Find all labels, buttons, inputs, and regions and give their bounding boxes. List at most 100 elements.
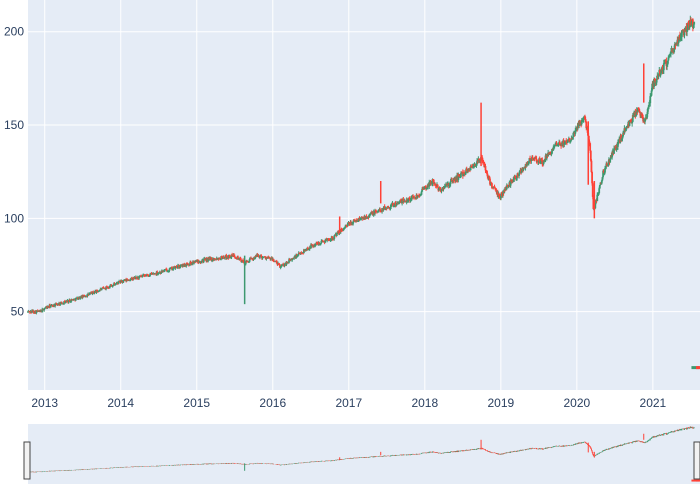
candle-body <box>268 256 271 259</box>
candle-body <box>591 172 593 184</box>
candle-body <box>365 216 368 219</box>
rangeslider-left-handle[interactable] <box>23 441 31 480</box>
candle-body <box>509 180 512 186</box>
candle-body <box>399 199 402 203</box>
candle-body <box>172 267 175 270</box>
candle-body <box>436 184 439 188</box>
y-tick-label: 200 <box>4 25 24 39</box>
candle-body <box>293 257 296 259</box>
y-tick-label: 50 <box>11 305 25 319</box>
candle-body <box>660 69 663 74</box>
candle-body <box>310 244 312 249</box>
candle-body <box>168 268 171 271</box>
candle-body <box>668 54 671 57</box>
candle-body <box>180 265 183 267</box>
candle-body <box>295 254 298 259</box>
candle-body <box>664 60 667 64</box>
candle-body <box>235 258 238 260</box>
candle-body <box>226 258 228 260</box>
candle-body <box>67 300 70 303</box>
candle-body <box>342 229 345 231</box>
candle-body <box>572 132 575 137</box>
candles-layer <box>27 15 700 370</box>
candle-body <box>390 204 393 207</box>
candle-body <box>393 206 396 208</box>
candle-body <box>189 261 192 265</box>
candle-body <box>220 256 223 260</box>
candle-body <box>677 41 680 43</box>
candle-body <box>426 186 429 188</box>
candle-body <box>554 145 557 147</box>
candle-body <box>93 291 96 294</box>
candle-body <box>185 263 188 267</box>
candle-body <box>376 211 379 213</box>
candle-body <box>494 188 497 191</box>
candle-body <box>60 301 63 304</box>
candle-body <box>54 303 57 307</box>
candle-body <box>615 144 618 151</box>
candle-body <box>303 249 305 254</box>
candle-body <box>474 165 477 167</box>
candle-body <box>531 156 534 160</box>
candle-body <box>634 111 637 117</box>
candle-body <box>690 21 693 23</box>
candle-body <box>655 82 657 84</box>
candle-body <box>607 163 610 166</box>
candle-body <box>112 284 115 286</box>
candle-body <box>419 195 422 197</box>
candle-body <box>571 138 573 140</box>
candle-body <box>668 56 670 58</box>
candle-body <box>592 196 595 210</box>
candle-body <box>239 257 242 260</box>
x-tick-label: 2015 <box>183 396 210 410</box>
candle-body <box>346 225 349 227</box>
candle-body <box>510 180 513 182</box>
candle-body <box>397 202 400 205</box>
candle-body <box>357 218 360 221</box>
candle-body <box>541 160 544 164</box>
candle-body <box>534 157 537 159</box>
candle-body <box>182 265 184 267</box>
candle-body <box>92 291 95 293</box>
candle-body <box>434 184 437 186</box>
candle-body <box>495 190 498 193</box>
candle-body <box>440 189 443 191</box>
candle-body <box>439 187 442 191</box>
candle-body <box>75 297 78 299</box>
candle-body <box>383 206 386 209</box>
candle-body <box>114 284 117 286</box>
candle-body <box>319 243 322 245</box>
candle-body <box>598 188 601 194</box>
candle-body <box>491 183 493 188</box>
candle-body <box>175 266 178 268</box>
candle-body <box>486 173 489 177</box>
candle-body <box>640 114 643 116</box>
rangeslider-background[interactable] <box>28 424 700 484</box>
candle-body <box>498 193 500 197</box>
candle-body <box>666 60 669 65</box>
candle-body <box>359 219 362 221</box>
candle-body <box>683 29 686 36</box>
candle-body <box>544 159 546 161</box>
candle-body <box>655 78 658 83</box>
candle-body <box>639 111 641 114</box>
candle-body <box>337 232 340 234</box>
candle-body <box>570 138 573 141</box>
candle-body <box>569 140 572 142</box>
rangeslider-right-handle[interactable] <box>693 441 700 480</box>
candle-body <box>555 143 558 146</box>
candle-body <box>553 145 555 148</box>
candle-body <box>414 197 417 199</box>
candle-body <box>431 179 434 185</box>
candle-body <box>569 141 572 143</box>
candle-body <box>272 258 275 262</box>
candle-body <box>264 256 267 258</box>
candle-body <box>148 275 151 277</box>
candle-body <box>330 239 332 241</box>
candle-body <box>679 34 681 40</box>
candle-body <box>681 30 683 37</box>
candle-body <box>444 185 447 187</box>
candle-body <box>410 195 413 199</box>
candle-body <box>224 256 226 259</box>
candle-body <box>419 194 422 196</box>
